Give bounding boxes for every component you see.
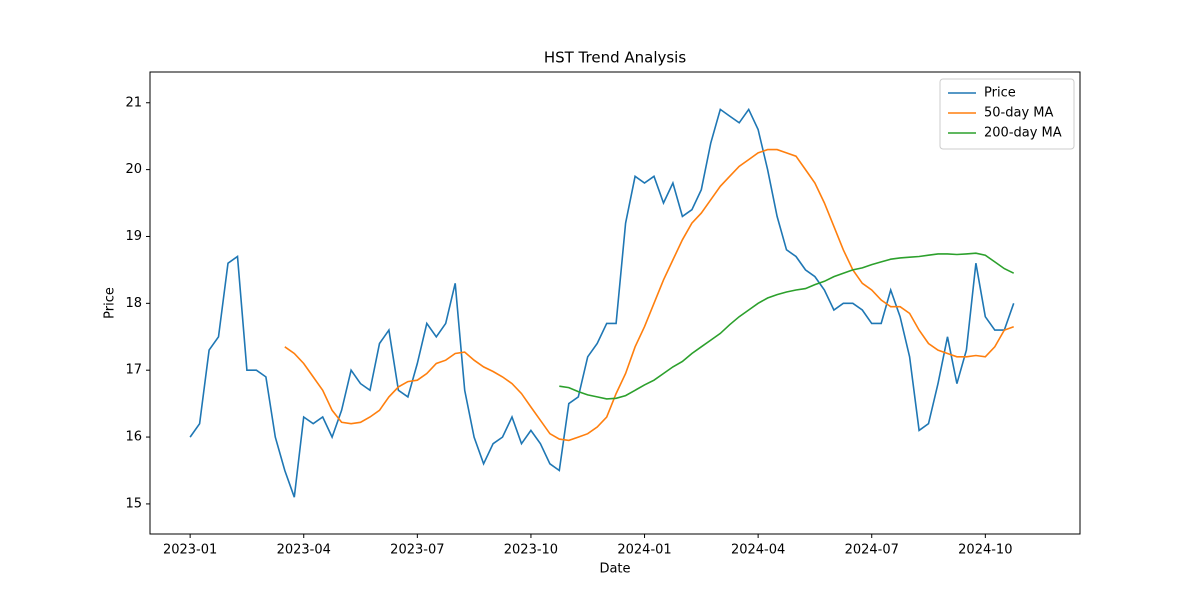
legend-label: 200-day MA bbox=[984, 126, 1062, 141]
line-series bbox=[284, 148, 1014, 442]
y-tick-label: 17 bbox=[125, 363, 142, 378]
legend-box bbox=[939, 78, 1075, 150]
legend-label: 50-day MA bbox=[984, 106, 1053, 121]
y-axis-label: Price bbox=[103, 287, 118, 319]
y-tick-label: 21 bbox=[125, 95, 142, 110]
x-tick-label: 2023-07 bbox=[390, 543, 444, 558]
x-tick-label: 2024-07 bbox=[845, 543, 899, 558]
line-series bbox=[189, 107, 1015, 498]
x-tick-label: 2024-01 bbox=[617, 543, 671, 558]
y-tick-label: 15 bbox=[125, 496, 142, 511]
y-tick-label: 16 bbox=[125, 430, 142, 445]
chart-title: HST Trend Analysis bbox=[544, 49, 687, 67]
y-tick-label: 18 bbox=[125, 296, 142, 311]
line-series bbox=[559, 252, 1015, 400]
y-tick-label: 20 bbox=[125, 162, 142, 177]
x-tick-label: 2024-10 bbox=[958, 543, 1012, 558]
x-tick-label: 2023-04 bbox=[277, 543, 331, 558]
x-tick-label: 2024-04 bbox=[731, 543, 785, 558]
y-tick-label: 19 bbox=[125, 229, 142, 244]
legend-label: Price bbox=[984, 86, 1016, 101]
x-axis-label: Date bbox=[599, 562, 630, 577]
x-tick-label: 2023-01 bbox=[163, 543, 217, 558]
x-tick-label: 2023-10 bbox=[504, 543, 558, 558]
